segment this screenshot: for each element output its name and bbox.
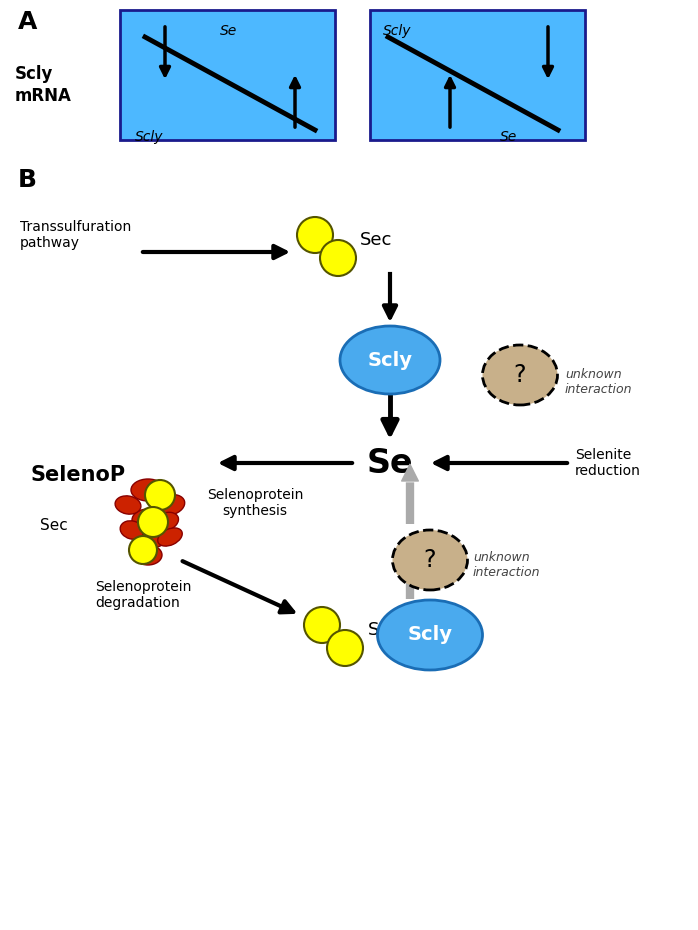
FancyBboxPatch shape [370,10,585,140]
Text: Transsulfuration
pathway: Transsulfuration pathway [20,219,131,250]
Text: A: A [18,10,38,34]
Ellipse shape [137,528,167,548]
Text: Scly: Scly [383,24,412,38]
Ellipse shape [482,345,558,405]
Ellipse shape [120,521,144,539]
Text: Se: Se [220,24,237,38]
Text: Scly: Scly [368,351,413,369]
Ellipse shape [155,495,185,515]
Ellipse shape [340,326,440,394]
Text: Scly: Scly [135,130,163,144]
Text: Sec: Sec [40,517,68,533]
Text: Scly
mRNA: Scly mRNA [15,65,72,105]
Text: unknown
interaction: unknown interaction [565,368,632,396]
Ellipse shape [115,496,141,514]
Circle shape [304,607,340,643]
Circle shape [129,536,157,564]
Text: Selenoprotein
synthesis: Selenoprotein synthesis [207,488,303,518]
Text: unknown
interaction: unknown interaction [473,551,540,579]
Circle shape [327,630,363,666]
FancyBboxPatch shape [120,10,335,140]
Ellipse shape [158,528,182,546]
Circle shape [145,480,175,510]
Circle shape [297,217,333,253]
Text: Scly: Scly [408,626,452,644]
Ellipse shape [131,479,165,501]
Text: B: B [18,168,37,192]
Ellipse shape [392,530,468,590]
Text: Selenite
reduction: Selenite reduction [575,448,641,478]
Circle shape [138,507,168,537]
Ellipse shape [132,509,164,531]
Text: Sec: Sec [368,621,401,639]
Text: Sec: Sec [360,231,392,249]
Text: Se: Se [500,130,517,144]
Ellipse shape [134,545,162,565]
Text: Se: Se [366,447,413,480]
Circle shape [320,240,356,276]
Text: ?: ? [424,548,436,572]
Text: Selenoprotein
degradation: Selenoprotein degradation [95,580,191,610]
Ellipse shape [378,600,482,670]
Text: ?: ? [514,363,526,387]
Text: SelenoP: SelenoP [30,465,125,485]
Ellipse shape [151,512,179,532]
